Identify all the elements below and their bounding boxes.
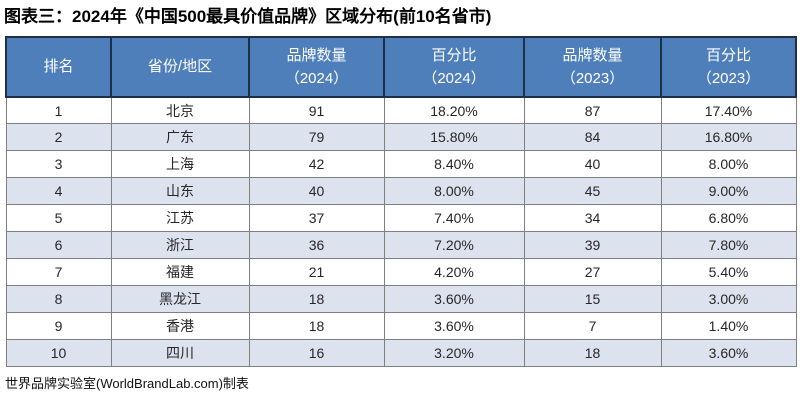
table-row: 5 江苏 37 7.40% 34 6.80% xyxy=(5,204,797,233)
cell-pct-2023: 16.80% xyxy=(660,123,797,152)
cell-region: 福建 xyxy=(110,258,250,287)
table-row: 1 北京 91 18.20% 87 17.40% xyxy=(5,96,797,125)
table-row: 3 上海 42 8.40% 40 8.00% xyxy=(5,150,797,179)
table-body: 1 北京 91 18.20% 87 17.40% 2 广东 79 15.80% 84 16.80% 3 上… xyxy=(5,96,797,368)
cell-region: 浙江 xyxy=(110,231,250,260)
cell-pct-2023: 6.80% xyxy=(660,204,797,233)
cell-region: 黑龙江 xyxy=(110,285,250,314)
cell-count-2023: 40 xyxy=(523,150,662,179)
cell-count-2023: 87 xyxy=(523,96,662,125)
cell-rank: 6 xyxy=(5,231,112,260)
cell-count-2023: 7 xyxy=(523,312,662,341)
cell-count-2024: 16 xyxy=(248,339,385,368)
col-header-4: 百分比 （2024） xyxy=(383,35,525,98)
cell-count-2023: 39 xyxy=(523,231,662,260)
cell-count-2023: 45 xyxy=(523,177,662,206)
table-source: 世界品牌实验室(WorldBrandLab.com)制表 xyxy=(5,376,249,392)
cell-rank: 2 xyxy=(5,123,112,152)
col-header-line1: 省份/地区 xyxy=(147,58,213,76)
cell-pct-2024: 7.40% xyxy=(383,204,525,233)
cell-pct-2024: 3.60% xyxy=(383,285,525,314)
cell-region: 上海 xyxy=(110,150,250,179)
cell-pct-2024: 3.60% xyxy=(383,312,525,341)
cell-pct-2024: 18.20% xyxy=(383,96,525,125)
col-header-line1: 品牌数量 xyxy=(562,46,623,64)
col-header-line1: 百分比 xyxy=(705,46,751,64)
cell-pct-2023: 8.00% xyxy=(660,150,797,179)
table-row: 4 山东 40 8.00% 45 9.00% xyxy=(5,177,797,206)
col-header-6: 百分比 （2023） xyxy=(660,35,797,98)
cell-pct-2024: 7.20% xyxy=(383,231,525,260)
cell-pct-2024: 15.80% xyxy=(383,123,525,152)
page-title: 图表三：2024年《中国500最具价值品牌》区域分布(前10名省市) xyxy=(4,7,492,26)
col-header-line2: （2024） xyxy=(284,69,349,87)
col-header-2: 省份/地区 xyxy=(110,35,250,98)
cell-pct-2023: 3.00% xyxy=(660,285,797,314)
table-row: 10 四川 16 3.20% 18 3.60% xyxy=(5,339,797,368)
cell-region: 江苏 xyxy=(110,204,250,233)
cell-count-2023: 15 xyxy=(523,285,662,314)
col-header-line1: 百分比 xyxy=(431,46,477,64)
cell-region: 山东 xyxy=(110,177,250,206)
table-row: 7 福建 21 4.20% 27 5.40% xyxy=(5,258,797,287)
col-header-line2: （2023） xyxy=(560,69,625,87)
cell-count-2024: 79 xyxy=(248,123,385,152)
cell-rank: 8 xyxy=(5,285,112,314)
cell-pct-2024: 8.00% xyxy=(383,177,525,206)
col-header-line2: （2024） xyxy=(422,69,486,87)
cell-count-2024: 40 xyxy=(248,177,385,206)
cell-pct-2023: 1.40% xyxy=(660,312,797,341)
cell-count-2024: 18 xyxy=(248,312,385,341)
cell-count-2023: 27 xyxy=(523,258,662,287)
cell-count-2024: 37 xyxy=(248,204,385,233)
table-header: 排名 省份/地区 品牌数量 （2024） 百分比 （2024） 品牌数量 （2023） 百分比 （… xyxy=(5,35,797,98)
table-row: 9 香港 18 3.60% 7 1.40% xyxy=(5,312,797,341)
cell-pct-2023: 9.00% xyxy=(660,177,797,206)
col-header-line2: （2023） xyxy=(696,69,761,87)
col-header-line1: 品牌数量 xyxy=(286,46,347,64)
region-distribution-table: 排名 省份/地区 品牌数量 （2024） 百分比 （2024） 品牌数量 （2023） 百分比 （… xyxy=(5,35,797,368)
cell-count-2023: 18 xyxy=(523,339,662,368)
col-header-1: 排名 xyxy=(5,35,112,98)
col-header-line1: 排名 xyxy=(43,58,74,76)
table-row: 2 广东 79 15.80% 84 16.80% xyxy=(5,123,797,152)
cell-count-2023: 84 xyxy=(523,123,662,152)
cell-region: 广东 xyxy=(110,123,250,152)
cell-pct-2024: 8.40% xyxy=(383,150,525,179)
table-row: 6 浙江 36 7.20% 39 7.80% xyxy=(5,231,797,260)
cell-rank: 9 xyxy=(5,312,112,341)
cell-pct-2023: 5.40% xyxy=(660,258,797,287)
cell-rank: 5 xyxy=(5,204,112,233)
cell-region: 香港 xyxy=(110,312,250,341)
cell-count-2024: 42 xyxy=(248,150,385,179)
cell-pct-2023: 17.40% xyxy=(660,96,797,125)
cell-rank: 7 xyxy=(5,258,112,287)
cell-pct-2023: 7.80% xyxy=(660,231,797,260)
table-row: 8 黑龙江 18 3.60% 15 3.00% xyxy=(5,285,797,314)
cell-rank: 10 xyxy=(5,339,112,368)
cell-count-2024: 18 xyxy=(248,285,385,314)
cell-region: 四川 xyxy=(110,339,250,368)
cell-count-2023: 34 xyxy=(523,204,662,233)
col-header-3: 品牌数量 （2024） xyxy=(248,35,385,98)
cell-rank: 1 xyxy=(5,96,112,125)
cell-count-2024: 21 xyxy=(248,258,385,287)
col-header-5: 品牌数量 （2023） xyxy=(523,35,662,98)
cell-rank: 4 xyxy=(5,177,112,206)
table-header-row: 排名 省份/地区 品牌数量 （2024） 百分比 （2024） 品牌数量 （2023） 百分比 （… xyxy=(5,35,797,98)
cell-region: 北京 xyxy=(110,96,250,125)
cell-pct-2023: 3.60% xyxy=(660,339,797,368)
cell-count-2024: 91 xyxy=(248,96,385,125)
cell-rank: 3 xyxy=(5,150,112,179)
cell-pct-2024: 3.20% xyxy=(383,339,525,368)
cell-pct-2024: 4.20% xyxy=(383,258,525,287)
cell-count-2024: 36 xyxy=(248,231,385,260)
